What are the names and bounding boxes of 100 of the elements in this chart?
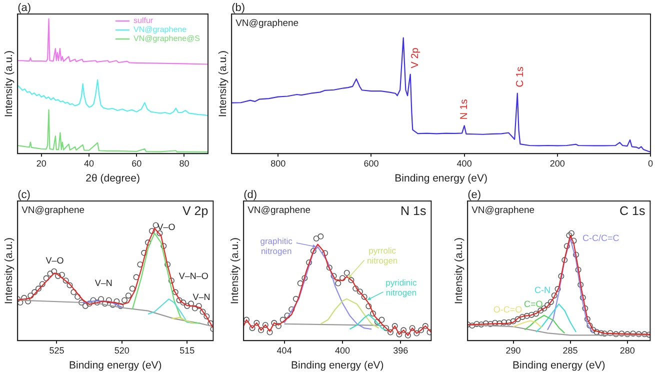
point <box>575 266 582 273</box>
point <box>478 321 484 328</box>
point <box>271 320 278 326</box>
point <box>288 306 295 312</box>
x-tick-label: 280 <box>620 345 635 356</box>
point <box>352 286 359 292</box>
point <box>374 318 380 325</box>
point <box>51 268 58 274</box>
point <box>356 288 363 295</box>
point <box>624 331 630 338</box>
text: N 1s <box>400 204 426 218</box>
point <box>474 320 480 327</box>
x-tick-label: 80 <box>179 158 190 168</box>
y-axis-title: Intensity (a.u.) <box>453 238 466 304</box>
point <box>404 332 411 338</box>
point <box>330 273 337 280</box>
point <box>249 325 256 332</box>
x-tick-label: 520 <box>114 345 130 356</box>
point <box>501 319 508 326</box>
point <box>129 286 136 292</box>
point <box>392 323 398 330</box>
point <box>28 292 34 299</box>
point <box>276 323 282 330</box>
point <box>25 298 32 304</box>
point <box>409 325 416 332</box>
annotation: V–N–O <box>178 270 208 281</box>
annotation: V–O <box>46 256 64 266</box>
annotation: C-N <box>534 284 550 295</box>
x-tick-label: 515 <box>180 345 195 356</box>
chart-title: (a) <box>18 2 32 14</box>
point <box>280 316 286 323</box>
point <box>612 331 619 338</box>
point <box>204 313 210 320</box>
annotation: N 1s <box>459 99 470 120</box>
point <box>125 292 132 299</box>
legend-label: VN@graphene@S <box>134 34 200 44</box>
point <box>200 308 206 315</box>
point <box>554 286 561 292</box>
annotation: V–O <box>157 222 176 232</box>
x-tick-label: 396 <box>393 345 408 356</box>
point <box>426 329 432 336</box>
annotation: C 1s <box>515 66 526 88</box>
point <box>32 289 38 296</box>
point <box>284 312 290 319</box>
point <box>366 303 372 310</box>
point <box>514 316 521 322</box>
point <box>188 300 194 307</box>
point <box>590 326 596 333</box>
point <box>141 250 148 256</box>
point <box>414 330 420 336</box>
point <box>506 319 512 326</box>
chart-title: (d) <box>244 189 258 201</box>
point <box>348 277 354 284</box>
point <box>418 327 424 334</box>
point <box>70 289 77 296</box>
point <box>492 320 498 326</box>
chart-title: (e) <box>468 189 482 201</box>
x-tick-label: 290 <box>506 345 521 356</box>
point <box>55 272 62 279</box>
point <box>310 248 316 254</box>
point <box>541 305 548 312</box>
point <box>176 297 182 304</box>
annotation: V–N <box>192 292 210 302</box>
point <box>335 280 342 286</box>
point <box>370 310 376 317</box>
point <box>78 300 84 306</box>
point <box>184 302 190 309</box>
point <box>582 305 588 312</box>
x-tick-label: 404 <box>276 345 292 356</box>
point <box>562 257 568 264</box>
point <box>566 232 572 238</box>
annotation: V 2p <box>410 47 422 68</box>
point <box>62 278 69 284</box>
point <box>258 327 264 334</box>
point <box>378 316 385 323</box>
point <box>594 329 600 336</box>
point <box>43 275 50 282</box>
point <box>254 320 260 326</box>
point <box>148 228 155 234</box>
point <box>482 320 489 326</box>
point <box>156 230 163 236</box>
point <box>519 314 526 320</box>
point <box>630 330 636 337</box>
point <box>326 264 332 271</box>
point <box>137 261 144 268</box>
legend-label: sulfur <box>134 16 154 26</box>
chart-subtitle: VN@graphene <box>248 205 311 216</box>
point <box>18 300 24 306</box>
point <box>558 273 564 280</box>
point <box>35 286 42 292</box>
x-tick-label: 200 <box>550 158 565 168</box>
point <box>168 278 174 284</box>
point <box>180 300 186 306</box>
point <box>586 322 593 329</box>
point <box>114 298 120 304</box>
point <box>524 312 530 319</box>
point <box>297 280 304 286</box>
text: C 1s <box>619 204 646 218</box>
chart-title: (c) <box>18 189 30 201</box>
point <box>544 302 550 308</box>
